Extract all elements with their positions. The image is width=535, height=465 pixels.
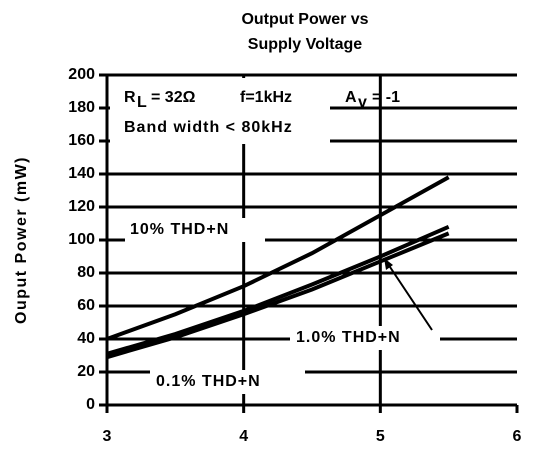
condition: = -1 [372, 89, 400, 106]
y-tick-label: 120 [68, 198, 95, 215]
condition: = 32Ω [151, 89, 196, 106]
y-tick-label: 200 [68, 66, 95, 83]
line-label: 1.0% THD+N [296, 329, 401, 346]
y-tick-label: 100 [68, 231, 95, 248]
x-tick-label: 3 [103, 428, 112, 445]
y-tick-label: 40 [77, 330, 95, 347]
y-tick-label: 180 [68, 99, 95, 116]
label-box [150, 370, 305, 394]
line-label: 10% THD+N [130, 221, 229, 238]
y-axis-label: Ouput Power (mW) [13, 156, 30, 324]
x-tick-label: 6 [513, 428, 522, 445]
series-line [106, 231, 450, 360]
condition: A [345, 89, 357, 106]
pointer [383, 257, 433, 331]
label-box [125, 218, 265, 242]
pointer-head [384, 258, 393, 270]
lines [106, 175, 450, 360]
condition: R [124, 89, 136, 106]
y-tick-label: 60 [77, 297, 95, 314]
x-tick-label: 4 [239, 428, 248, 445]
y-tick-label: 20 [77, 363, 95, 380]
condition-box [110, 78, 330, 144]
chart-title: Output Power vs [241, 11, 368, 28]
label-box [290, 326, 440, 350]
condition: L [137, 94, 147, 111]
condition: f=1kHz [240, 89, 292, 106]
y-tick-label: 80 [77, 264, 95, 281]
series-line [106, 175, 450, 341]
x-tick-label: 5 [376, 428, 385, 445]
chart-title: Supply Voltage [248, 36, 362, 53]
bandwidth: Band width < 80kHz [124, 119, 293, 136]
condition: v [358, 94, 367, 111]
y-tick-label: 160 [68, 132, 95, 149]
y-tick-label: 0 [86, 396, 95, 413]
y-tick-label: 140 [68, 165, 95, 182]
line-label: 0.1% THD+N [156, 373, 261, 390]
series-line [106, 224, 450, 356]
